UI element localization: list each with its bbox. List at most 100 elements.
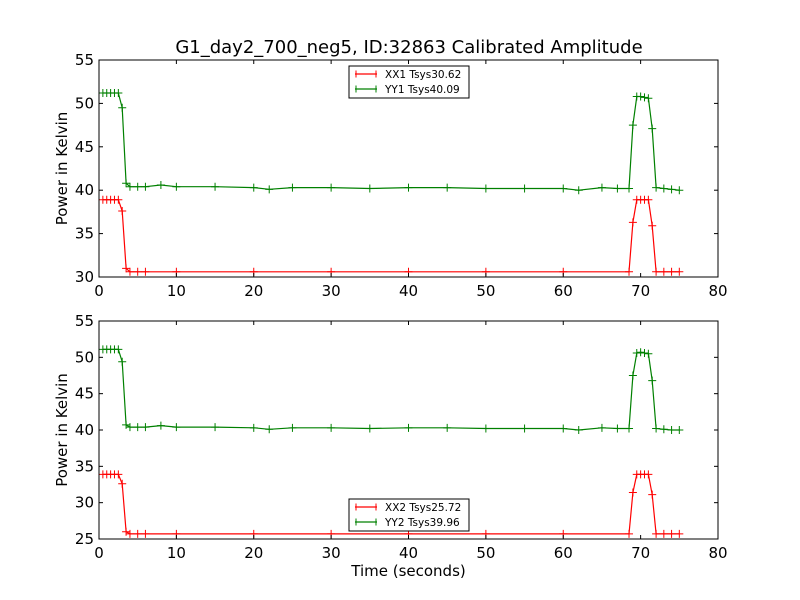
data-point bbox=[481, 184, 490, 193]
x-tick-label: 20 bbox=[244, 544, 263, 562]
data-point bbox=[636, 92, 645, 101]
y-tick-label: 30 bbox=[75, 494, 94, 512]
data-point bbox=[156, 421, 165, 430]
data-point bbox=[481, 424, 490, 433]
data-point bbox=[265, 425, 274, 434]
x-tick-label: 10 bbox=[167, 282, 186, 300]
legend-marker bbox=[355, 518, 377, 526]
data-point bbox=[559, 184, 568, 193]
legend-marker bbox=[355, 503, 377, 511]
data-point bbox=[404, 423, 413, 432]
data-point bbox=[625, 267, 634, 276]
data-point bbox=[122, 264, 131, 273]
data-point bbox=[141, 267, 150, 276]
legend-frame bbox=[348, 65, 470, 99]
x-tick-label: 80 bbox=[708, 544, 727, 562]
data-point bbox=[114, 345, 123, 354]
data-point bbox=[667, 529, 676, 538]
data-point bbox=[613, 424, 622, 433]
x-tick-label: 40 bbox=[399, 282, 418, 300]
x-tick-label: 20 bbox=[244, 282, 263, 300]
data-point bbox=[648, 376, 657, 385]
data-point bbox=[675, 186, 684, 195]
data-point bbox=[125, 182, 134, 191]
legend-marker bbox=[355, 70, 377, 78]
data-point bbox=[632, 348, 641, 357]
data-point bbox=[675, 529, 684, 538]
x-tick-label: 40 bbox=[399, 544, 418, 562]
legend-label: YY1 Tsys40.09 bbox=[384, 84, 460, 96]
legend-label: XX2 Tsys25.72 bbox=[385, 502, 461, 514]
data-point bbox=[211, 182, 220, 191]
data-point bbox=[648, 490, 657, 499]
legend-marker bbox=[355, 85, 377, 93]
data-point bbox=[636, 348, 645, 357]
data-point bbox=[133, 529, 142, 538]
data-point bbox=[520, 184, 529, 193]
y-tick-label: 35 bbox=[75, 225, 94, 243]
y-tick-label: 45 bbox=[75, 385, 94, 403]
data-point bbox=[133, 182, 142, 191]
data-point bbox=[667, 267, 676, 276]
data-point bbox=[265, 185, 274, 194]
y-axis-label: Power in Kelvin bbox=[53, 112, 71, 226]
data-point bbox=[211, 423, 220, 432]
data-point bbox=[625, 424, 634, 433]
data-point bbox=[404, 183, 413, 192]
y-tick-label: 45 bbox=[75, 138, 94, 156]
series-2 bbox=[98, 88, 684, 195]
legend-frame bbox=[348, 498, 470, 532]
x-tick-label: 60 bbox=[554, 282, 573, 300]
data-point bbox=[249, 423, 258, 432]
data-point bbox=[443, 183, 452, 192]
series-1 bbox=[98, 470, 684, 538]
data-point bbox=[327, 183, 336, 192]
data-point bbox=[114, 88, 123, 97]
data-point bbox=[659, 267, 668, 276]
data-point bbox=[365, 184, 374, 193]
data-point bbox=[122, 527, 131, 536]
legend: XX1 Tsys30.62 YY1 Tsys40.09 bbox=[348, 65, 470, 99]
data-point bbox=[652, 267, 661, 276]
data-point bbox=[520, 424, 529, 433]
data-point bbox=[141, 423, 150, 432]
y-tick-label: 55 bbox=[75, 312, 94, 330]
data-point bbox=[613, 184, 622, 193]
data-point bbox=[625, 529, 634, 538]
y-axis-label: Power in Kelvin bbox=[53, 373, 71, 487]
x-tick-label: 80 bbox=[708, 282, 727, 300]
data-point bbox=[628, 218, 637, 227]
data-point bbox=[640, 93, 649, 102]
data-point bbox=[640, 348, 649, 357]
data-point bbox=[652, 424, 661, 433]
data-point bbox=[327, 423, 336, 432]
data-point bbox=[133, 267, 142, 276]
series-1 bbox=[98, 195, 684, 276]
data-point bbox=[652, 529, 661, 538]
data-point bbox=[559, 424, 568, 433]
data-point bbox=[118, 357, 127, 366]
y-tick-label: 50 bbox=[75, 94, 94, 112]
y-tick-label: 40 bbox=[75, 421, 94, 439]
data-point bbox=[288, 423, 297, 432]
panel-2: 0 10 20 30 40 50 60 70 80 25 30 35 40 45 50 55 Power in … bbox=[53, 312, 728, 580]
x-tick-label: 70 bbox=[631, 544, 650, 562]
data-point bbox=[288, 183, 297, 192]
data-point bbox=[172, 423, 181, 432]
figure-title: G1_day2_700_neg5, ID:32863 Calibrated Am… bbox=[175, 37, 642, 58]
data-point bbox=[659, 184, 668, 193]
data-point bbox=[122, 420, 131, 429]
legend-label: YY2 Tsys39.96 bbox=[384, 517, 460, 529]
data-point bbox=[156, 180, 165, 189]
data-point bbox=[675, 267, 684, 276]
data-point bbox=[628, 371, 637, 380]
data-point bbox=[125, 423, 134, 432]
data-point bbox=[644, 94, 653, 103]
legend: XX2 Tsys25.72 YY2 Tsys39.96 bbox=[348, 498, 470, 532]
data-point bbox=[648, 124, 657, 133]
data-point bbox=[443, 423, 452, 432]
y-tick-label: 25 bbox=[75, 530, 94, 548]
data-point bbox=[597, 183, 606, 192]
data-point bbox=[667, 185, 676, 194]
y-tick-label: 50 bbox=[75, 348, 94, 366]
